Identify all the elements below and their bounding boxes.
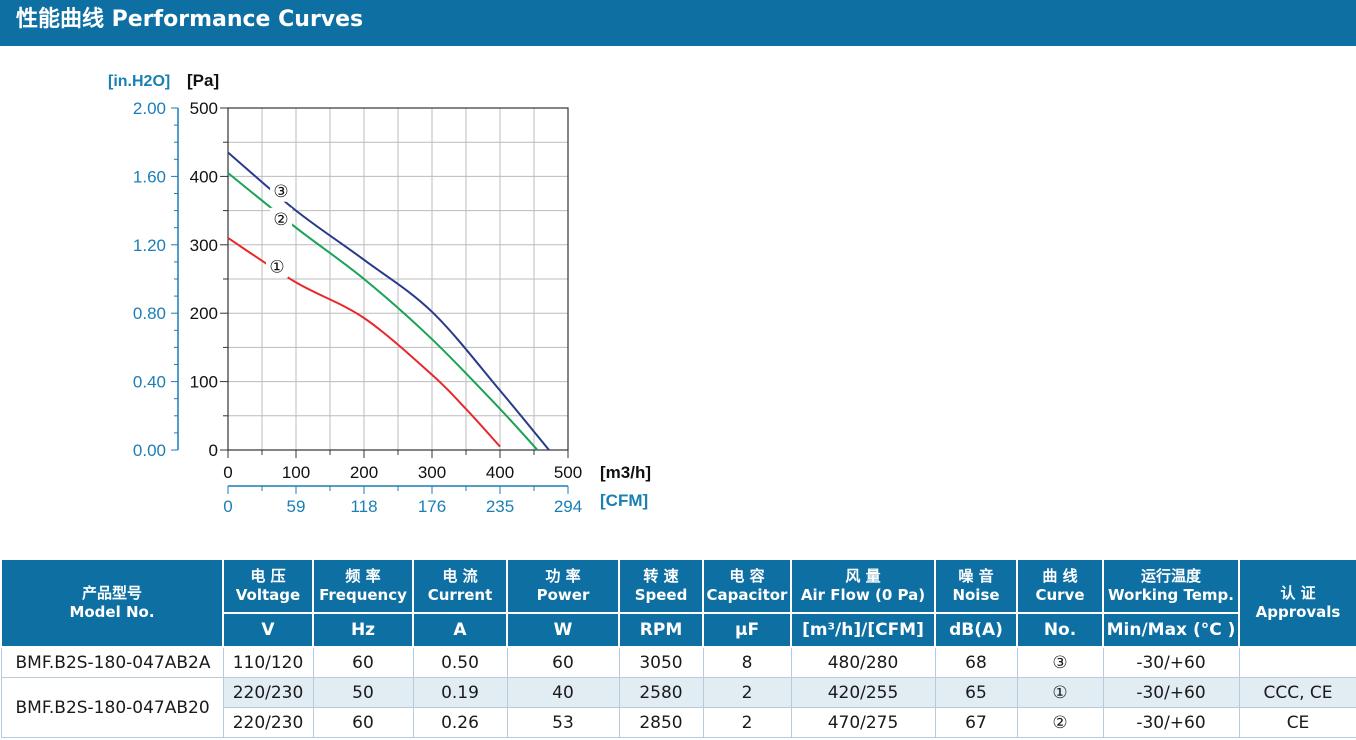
x2-tick-label: 118 [350, 497, 377, 516]
unit-voltage: V [222, 612, 314, 648]
cell-capacitor: 2 [702, 677, 792, 708]
cell-frequency: 60 [312, 646, 414, 678]
x-axis-label: [m3/h] [600, 463, 651, 482]
cell-speed: 2580 [618, 677, 704, 708]
header-working-temp: 运行温度 Working Temp. [1102, 558, 1240, 614]
y-tick-label-inh2o: 2.00 [133, 99, 166, 118]
unit-noise: dB(A) [934, 612, 1018, 648]
cell-temp: -30/+60 [1102, 707, 1240, 738]
cell-noise: 67 [934, 707, 1018, 738]
cell-temp: -30/+60 [1102, 677, 1240, 708]
cell-current: 0.50 [412, 646, 508, 678]
y-axis-label-inh2o: [in.H2O] [108, 73, 170, 90]
y-tick-label-inh2o: 1.20 [133, 236, 166, 255]
x2-tick-label: 176 [418, 497, 446, 516]
y-tick-label-inh2o: 0.00 [133, 441, 166, 460]
header-curve: 曲 线 Curve [1016, 558, 1104, 614]
cell-noise: 68 [934, 646, 1018, 678]
header-model: 产品型号 Model No. [0, 558, 224, 648]
unit-airflow: [m³/h]/[CFM] [790, 612, 936, 648]
cell-capacitor: 2 [702, 707, 792, 738]
header-speed: 转 速 Speed [618, 558, 704, 614]
cell-noise: 65 [934, 677, 1018, 708]
x-tick-label: 0 [223, 463, 232, 482]
x2-tick-label: 294 [554, 497, 582, 516]
cell-temp: -30/+60 [1102, 646, 1240, 678]
x-tick-label: 300 [418, 463, 446, 482]
unit-power: W [506, 612, 620, 648]
y-tick-label-inh2o: 0.40 [133, 373, 166, 392]
header-current: 电 流 Current [412, 558, 508, 614]
header-frequency: 频 率 Frequency [312, 558, 414, 614]
curve-label: ③ [273, 182, 288, 202]
unit-current: A [412, 612, 508, 648]
header-capacitor: 电 容 Capacitor [702, 558, 792, 614]
curve-label: ① [269, 258, 284, 278]
x2-tick-label: 235 [486, 497, 514, 516]
cell-model: BMF.B2S-180-047AB20 [0, 677, 224, 738]
cell-voltage: 220/230 [222, 707, 314, 738]
curve-label-bg [270, 179, 293, 202]
table-row: 220/230 60 0.26 53 2850 2 470/275 67 ② -… [1, 707, 1356, 738]
y-tick-label-pa: 300 [190, 236, 218, 255]
unit-frequency: Hz [312, 612, 414, 648]
y-axis-label-pa: [Pa] [187, 71, 219, 90]
cell-model: BMF.B2S-180-047AB2A [0, 646, 224, 678]
x2-tick-label: 0 [223, 497, 232, 516]
unit-speed: RPM [618, 612, 704, 648]
cell-curve: ② [1016, 707, 1104, 738]
y-tick-label-pa: 100 [190, 373, 218, 392]
table-row: BMF.B2S-180-047AB2A 110/120 60 0.50 60 3… [0, 646, 1356, 678]
cell-power: 60 [506, 646, 620, 678]
cell-voltage: 220/230 [222, 677, 314, 708]
unit-working-temp: Min/Max (°C ) [1102, 612, 1240, 648]
cell-speed: 3050 [618, 646, 704, 678]
x-tick-label: 500 [554, 463, 582, 482]
section-title: 性能曲线 Performance Curves [16, 7, 364, 32]
cell-power: 40 [506, 677, 620, 708]
curve-label: ② [273, 210, 288, 230]
performance-chart: 0.00 0.40 0.80 1.20 1.60 2.00 [in.H2O] 0 100 200 3… [108, 71, 651, 516]
cell-current: 0.26 [412, 707, 508, 738]
section-title-bar: 性能曲线 Performance Curves [0, 0, 1356, 46]
table-row: BMF.B2S-180-047AB20 220/230 50 0.19 40 2… [0, 677, 1356, 738]
cell-airflow: 420/255 [790, 677, 936, 708]
cell-capacitor: 8 [702, 646, 792, 678]
y-tick-label-pa: 0 [209, 441, 218, 460]
y-tick-label-inh2o: 0.80 [133, 304, 166, 323]
cell-power: 53 [506, 707, 620, 738]
cell-current: 0.19 [412, 677, 508, 708]
x-tick-label: 400 [486, 463, 514, 482]
header-noise: 噪 音 Noise [934, 558, 1018, 614]
y-tick-label-inh2o: 1.60 [133, 167, 166, 186]
cell-airflow: 480/280 [790, 646, 936, 678]
header-voltage: 电 压 Voltage [222, 558, 314, 614]
y-tick-label-pa: 500 [190, 99, 218, 118]
specs-table: 产品型号 Model No. 电 压 Voltage 频 率 Frequency 电 … [0, 558, 1356, 738]
cell-curve: ③ [1016, 646, 1104, 678]
unit-curve: No. [1016, 612, 1104, 648]
y-tick-label-pa: 400 [190, 167, 218, 186]
unit-capacitor: µF [702, 612, 792, 648]
curve-label-bg [265, 255, 288, 278]
curve-3-line [227, 151, 550, 451]
x2-axis-label: [CFM] [600, 491, 648, 510]
x-tick-label: 200 [350, 463, 378, 482]
cell-approvals: CE [1238, 707, 1356, 738]
y-tick-label-pa: 200 [190, 304, 218, 323]
x-tick-label: 100 [282, 463, 310, 482]
header-airflow: 风 量 Air Flow (0 Pa) [790, 558, 936, 614]
cell-airflow: 470/275 [790, 707, 936, 738]
x2-tick-label: 59 [287, 497, 306, 516]
curve-label-bg [270, 207, 293, 230]
header-power: 功 率 Power [506, 558, 620, 614]
cell-frequency: 60 [312, 707, 414, 738]
cell-approvals [1238, 646, 1356, 678]
header-approvals: 认 证 Approvals [1238, 558, 1356, 648]
cell-speed: 2850 [618, 707, 704, 738]
cell-approvals: CCC, CE [1238, 677, 1356, 708]
cell-frequency: 50 [312, 677, 414, 708]
cell-curve: ① [1016, 677, 1104, 708]
cell-voltage: 110/120 [222, 646, 314, 678]
